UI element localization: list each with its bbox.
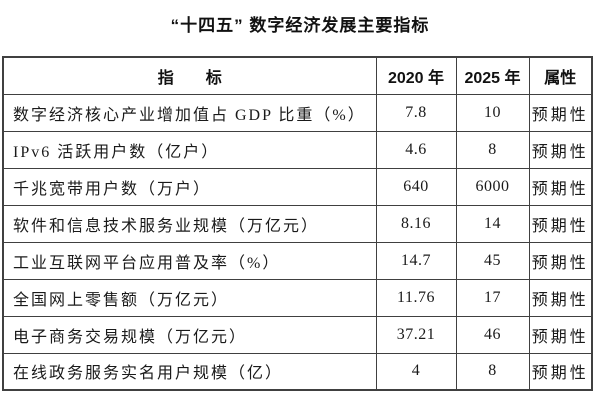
cell-2025-value: 8 — [455, 130, 530, 169]
page-title: “十四五” 数字经济发展主要指标 — [170, 16, 430, 35]
cell-attribute: 预期性 — [528, 204, 593, 243]
table-row: 千兆宽带用户数（万户） 640 6000 预期性 — [2, 167, 593, 206]
cell-2020-value: 14.7 — [375, 241, 457, 280]
header-2020: 2020 年 — [375, 56, 457, 95]
cell-attribute: 预期性 — [528, 167, 593, 206]
cell-attribute: 预期性 — [528, 352, 593, 391]
table-row: 工业互联网平台应用普及率（%） 14.7 45 预期性 — [2, 241, 593, 280]
table-row: 在线政务服务实名用户规模（亿） 4 8 预期性 — [2, 352, 593, 391]
table-row: 电子商务交易规模（万亿元） 37.21 46 预期性 — [2, 315, 593, 354]
cell-indicator: 数字经济核心产业增加值占 GDP 比重（%） — [2, 93, 377, 132]
header-indicator: 指 标 — [2, 56, 377, 95]
cell-attribute: 预期性 — [528, 241, 593, 280]
cell-2020-value: 640 — [375, 167, 457, 206]
cell-2025-value: 8 — [455, 352, 530, 391]
table-row: 数字经济核心产业增加值占 GDP 比重（%） 7.8 10 预期性 — [2, 93, 593, 132]
cell-2025-value: 46 — [455, 315, 530, 354]
cell-indicator: 全国网上零售额（万亿元） — [2, 278, 377, 317]
cell-2020-value: 37.21 — [375, 315, 457, 354]
cell-2025-value: 14 — [455, 204, 530, 243]
cell-2025-value: 6000 — [455, 167, 530, 206]
cell-2025-value: 17 — [455, 278, 530, 317]
cell-indicator: 工业互联网平台应用普及率（%） — [2, 241, 377, 280]
table-row: 全国网上零售额（万亿元） 11.76 17 预期性 — [2, 278, 593, 317]
cell-attribute: 预期性 — [528, 278, 593, 317]
cell-indicator: 电子商务交易规模（万亿元） — [2, 315, 377, 354]
table-row: IPv6 活跃用户数（亿户） 4.6 8 预期性 — [2, 130, 593, 169]
cell-2025-value: 10 — [455, 93, 530, 132]
cell-2020-value: 4 — [375, 352, 457, 391]
header-2025: 2025 年 — [455, 56, 530, 95]
table-header-row: 指 标 2020 年 2025 年 属性 — [2, 56, 593, 95]
cell-attribute: 预期性 — [528, 93, 593, 132]
cell-2020-value: 11.76 — [375, 278, 457, 317]
indicators-table: 指 标 2020 年 2025 年 属性 数字经济核心产业增加值占 GDP 比重… — [2, 56, 593, 391]
cell-attribute: 预期性 — [528, 130, 593, 169]
cell-2025-value: 45 — [455, 241, 530, 280]
cell-indicator: 软件和信息技术服务业规模（万亿元） — [2, 204, 377, 243]
cell-2020-value: 8.16 — [375, 204, 457, 243]
cell-2020-value: 4.6 — [375, 130, 457, 169]
cell-indicator: 千兆宽带用户数（万户） — [2, 167, 377, 206]
cell-2020-value: 7.8 — [375, 93, 457, 132]
table-row: 软件和信息技术服务业规模（万亿元） 8.16 14 预期性 — [2, 204, 593, 243]
cell-attribute: 预期性 — [528, 315, 593, 354]
cell-indicator: IPv6 活跃用户数（亿户） — [2, 130, 377, 169]
cell-indicator: 在线政务服务实名用户规模（亿） — [2, 352, 377, 391]
header-attribute: 属性 — [528, 56, 593, 95]
